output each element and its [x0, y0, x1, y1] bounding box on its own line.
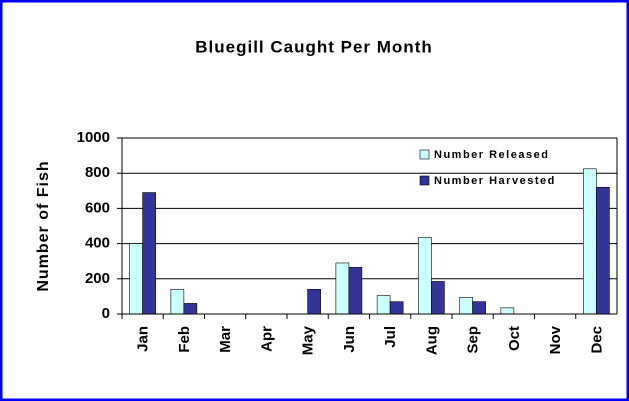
bar	[389, 301, 404, 315]
x-tick-label: Dec	[588, 326, 605, 354]
bar	[583, 168, 597, 315]
y-tick-label: 400	[85, 235, 110, 252]
bar	[418, 237, 432, 315]
bar	[348, 267, 363, 315]
bar	[459, 296, 473, 315]
y-axis-label: Number of Fish	[35, 160, 52, 291]
x-tick-label: May	[300, 325, 317, 355]
bar	[500, 307, 515, 315]
x-tick-label: Apr	[258, 326, 275, 352]
x-tick-label: Nov	[547, 325, 564, 354]
bar	[431, 281, 445, 315]
bar	[170, 289, 185, 315]
bar	[307, 289, 321, 315]
bar	[376, 295, 391, 315]
x-tick-label: Oct	[506, 326, 523, 351]
x-tick-label: Jun	[341, 326, 358, 353]
x-tick-label: Sep	[465, 326, 482, 354]
x-tick-label: Aug	[423, 326, 440, 355]
legend-swatch	[419, 175, 430, 186]
bar	[129, 243, 143, 315]
legend-label: Number Released	[434, 149, 549, 161]
y-tick-label: 0	[102, 305, 110, 322]
x-tick-label: Jan	[135, 326, 152, 352]
legend-swatch	[419, 149, 430, 160]
legend-label: Number Harvested	[434, 175, 556, 187]
bar	[183, 303, 198, 315]
y-tick-label: 200	[85, 270, 110, 287]
bar	[472, 301, 486, 315]
bar	[596, 186, 610, 315]
y-tick-label: 600	[85, 199, 110, 216]
y-tick-label: 1000	[77, 129, 110, 146]
chart-title: Bluegill Caught Per Month	[195, 37, 433, 56]
bar	[142, 192, 156, 315]
x-tick-label: Mar	[217, 326, 234, 353]
x-tick-label: Jul	[382, 326, 399, 348]
bar	[335, 262, 350, 315]
x-tick-label: Feb	[176, 326, 193, 353]
y-tick-label: 800	[85, 164, 110, 181]
